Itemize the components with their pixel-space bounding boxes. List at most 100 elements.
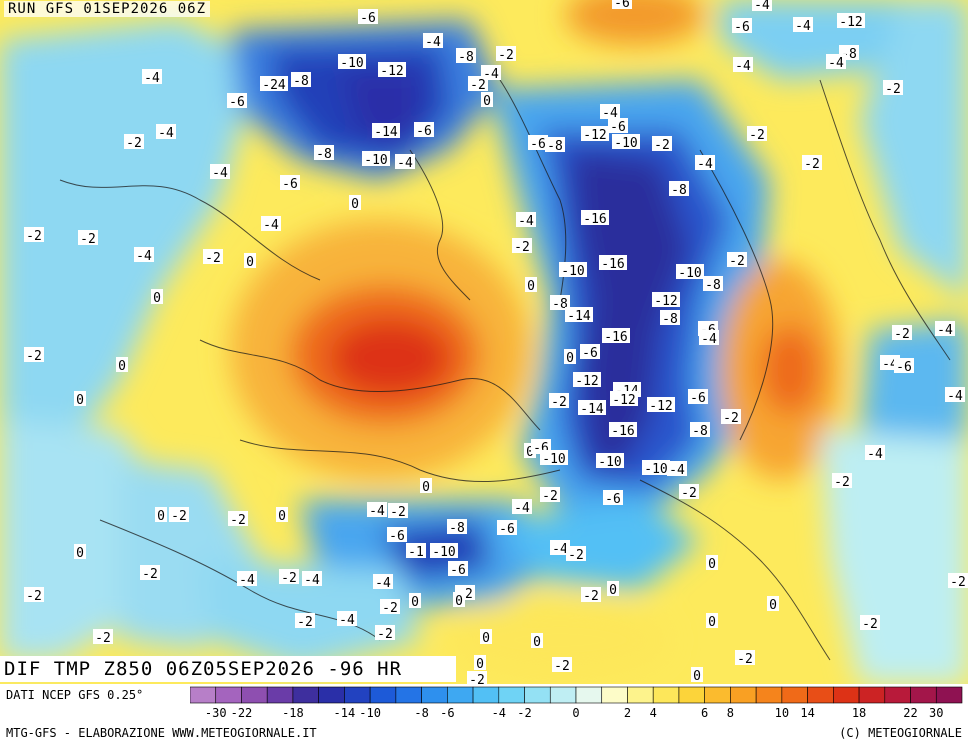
svg-text:-2: -2 xyxy=(498,48,514,63)
svg-text:-4: -4 xyxy=(754,0,770,13)
svg-text:-8: -8 xyxy=(552,297,568,312)
contour-label: -6 xyxy=(387,527,407,544)
legend-swatch xyxy=(575,686,603,704)
svg-text:-2: -2 xyxy=(514,240,530,255)
svg-text:-10: -10 xyxy=(340,56,363,71)
legend-tick-label: 18 xyxy=(852,706,866,720)
svg-text:-8: -8 xyxy=(662,312,678,327)
contour-label: -8 xyxy=(314,145,334,162)
svg-text:-10: -10 xyxy=(432,545,455,560)
contour-label: 0 xyxy=(706,613,718,630)
svg-text:-2: -2 xyxy=(297,615,313,630)
svg-text:-2: -2 xyxy=(654,138,670,153)
legend-swatch xyxy=(266,686,294,704)
svg-text:-4: -4 xyxy=(735,59,751,74)
contour-label: -4 xyxy=(733,57,753,74)
legend-swatch xyxy=(524,686,551,704)
contour-label: -8 xyxy=(550,295,570,312)
contour-label: -12 xyxy=(647,397,675,414)
svg-text:-16: -16 xyxy=(601,257,624,272)
contour-label: -16 xyxy=(581,210,609,227)
svg-text:-6: -6 xyxy=(530,137,546,152)
contour-label: -2 xyxy=(24,347,44,364)
contour-label: -4 xyxy=(945,387,965,404)
svg-text:-4: -4 xyxy=(304,573,320,588)
svg-text:0: 0 xyxy=(76,393,84,408)
svg-text:-8: -8 xyxy=(705,278,721,293)
contour-label: -2 xyxy=(679,484,699,501)
contour-label: -6 xyxy=(688,389,708,406)
svg-text:-2: -2 xyxy=(729,254,745,269)
contour-label: -10 xyxy=(596,453,624,470)
contour-label: -6 xyxy=(414,122,434,139)
legend-tick-label: -22 xyxy=(231,706,253,720)
svg-text:-4: -4 xyxy=(375,576,391,591)
svg-text:-4: -4 xyxy=(263,218,279,233)
svg-text:-4: -4 xyxy=(212,166,228,181)
contour-label: -12 xyxy=(610,391,638,408)
legend-swatch xyxy=(730,686,757,704)
svg-text:-4: -4 xyxy=(239,573,255,588)
svg-text:-2: -2 xyxy=(26,229,42,244)
contour-label: -2 xyxy=(883,80,903,97)
svg-text:-4: -4 xyxy=(514,501,530,516)
contour-label: -6 xyxy=(608,118,628,135)
contour-label: -4 xyxy=(373,574,393,591)
svg-text:-12: -12 xyxy=(839,15,862,30)
footer-copyright: (C) METEOGIORNALE xyxy=(839,726,962,740)
svg-text:-6: -6 xyxy=(614,0,630,11)
svg-text:-12: -12 xyxy=(380,64,403,79)
svg-text:-10: -10 xyxy=(561,264,584,279)
legend-tick-label: 10 xyxy=(775,706,789,720)
contour-label: 0 xyxy=(151,289,163,306)
svg-text:-4: -4 xyxy=(158,126,174,141)
svg-text:-4: -4 xyxy=(552,542,568,557)
svg-text:-4: -4 xyxy=(795,19,811,34)
contour-label: -8 xyxy=(447,519,467,536)
contour-label: -4 xyxy=(516,212,536,229)
contour-label: 0 xyxy=(525,277,537,294)
svg-text:-8: -8 xyxy=(316,147,332,162)
svg-text:-4: -4 xyxy=(425,35,441,50)
contour-label: -4 xyxy=(337,611,357,628)
contour-label: -6 xyxy=(227,93,247,110)
svg-text:-4: -4 xyxy=(397,156,413,171)
svg-text:-4: -4 xyxy=(339,613,355,628)
legend-swatch xyxy=(704,686,731,704)
contour-label: -4 xyxy=(237,571,257,588)
svg-text:-2: -2 xyxy=(26,349,42,364)
svg-text:-4: -4 xyxy=(136,249,152,264)
svg-text:0: 0 xyxy=(708,557,716,572)
contour-label: -10 xyxy=(362,151,390,168)
contour-label: -2 xyxy=(169,507,189,524)
contour-label: 0 xyxy=(607,581,619,598)
svg-text:-2: -2 xyxy=(834,475,850,490)
svg-text:-4: -4 xyxy=(518,214,534,229)
run-label: RUN GFS 01SEP2026 06Z xyxy=(4,1,211,17)
contour-label: -2 xyxy=(24,587,44,604)
contour-label: -4 xyxy=(302,571,322,588)
contour-label: -2 xyxy=(93,629,113,646)
contour-label: -4 xyxy=(752,0,772,13)
svg-text:-8: -8 xyxy=(458,50,474,65)
svg-text:-4: -4 xyxy=(669,463,685,478)
svg-text:0: 0 xyxy=(769,598,777,613)
contour-label: -8 xyxy=(456,48,476,65)
contour-label: -6 xyxy=(612,0,632,11)
svg-text:-8: -8 xyxy=(692,424,708,439)
contour-label: -1 xyxy=(406,543,426,560)
svg-text:0: 0 xyxy=(483,94,491,109)
contour-label: -2 xyxy=(140,565,160,582)
svg-text:-6: -6 xyxy=(416,124,432,139)
contour-label: -12 xyxy=(837,13,865,30)
svg-text:-2: -2 xyxy=(737,652,753,667)
contour-label: 0 xyxy=(691,667,703,684)
contour-label: -10 xyxy=(540,450,568,467)
contour-label: -2 xyxy=(496,46,516,63)
svg-text:0: 0 xyxy=(527,279,535,294)
svg-text:-2: -2 xyxy=(382,601,398,616)
contour-label: -4 xyxy=(600,104,620,121)
contour-label: -4 xyxy=(423,33,443,50)
contour-label: -2 xyxy=(203,249,223,266)
contour-label: -2 xyxy=(832,473,852,490)
